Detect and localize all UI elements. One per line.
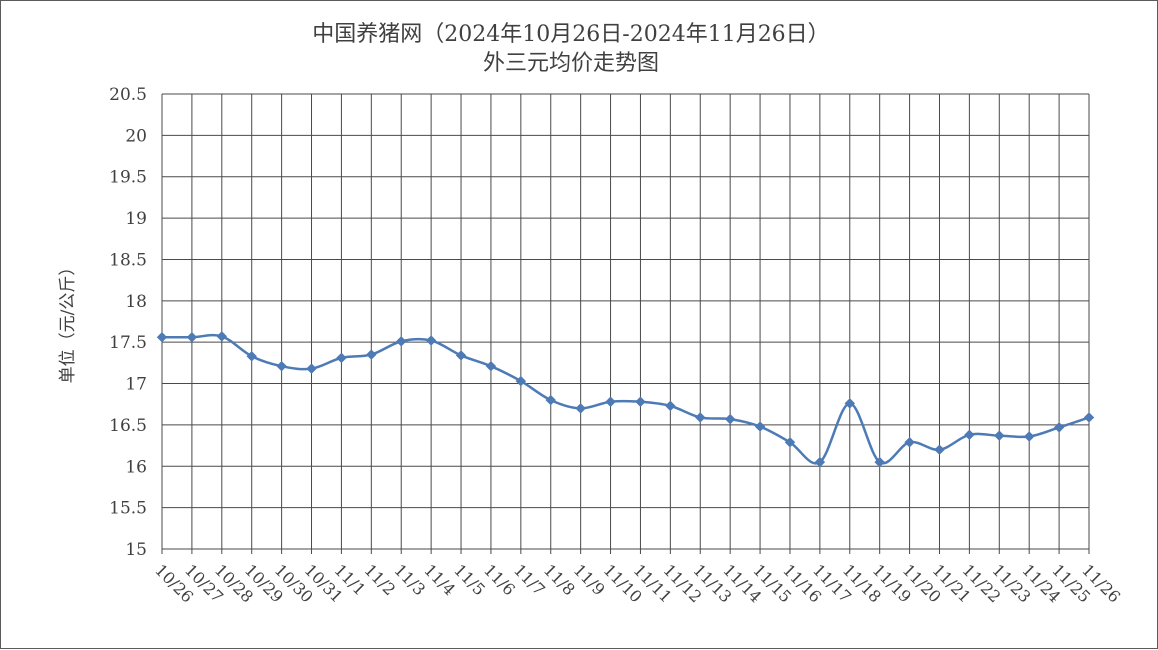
data-point-marker (575, 403, 586, 414)
y-tick-label: 17 (125, 375, 147, 395)
data-point-marker (605, 396, 616, 407)
y-tick-label: 18.5 (109, 250, 147, 270)
x-tick-label: 11/4 (420, 560, 459, 599)
data-point-marker (366, 349, 377, 360)
data-point-marker (665, 400, 676, 412)
data-point-marker (695, 412, 706, 423)
y-tick-label: 19.5 (109, 168, 147, 188)
y-tick-label: 17.5 (109, 333, 147, 353)
data-point-marker (425, 335, 437, 346)
x-axis-tick-labels: 10/2610/2710/2810/2910/3010/3111/111/211… (151, 560, 1124, 606)
data-point-marker (515, 375, 527, 387)
y-axis-label: 单位（元/公斤） (58, 259, 78, 384)
y-tick-label: 16.5 (109, 416, 147, 436)
x-tick-label: 11/2 (360, 560, 399, 599)
chart-title: 中国养猪网（2024年10月26日-2024年11月26日） (312, 22, 829, 47)
data-point-marker (545, 394, 556, 406)
data-point-marker (904, 437, 915, 448)
y-tick-label: 15.5 (109, 499, 147, 519)
data-point-marker (396, 336, 407, 347)
y-axis-tick-labels: 15 15.5 16 16.5 17 17.5 18 18.5 19 19.5 20 20.5 (109, 85, 147, 560)
data-point-marker (994, 430, 1005, 441)
data-point-marker (724, 413, 736, 425)
data-point-marker (455, 350, 467, 361)
x-tick-label: 11/8 (540, 560, 579, 599)
series-line (161, 333, 1090, 465)
data-point-marker (306, 363, 317, 374)
data-point-marker (874, 456, 885, 468)
x-tick-label: 11/9 (570, 560, 609, 599)
y-tick-label: 20 (125, 126, 147, 146)
data-point-marker (156, 332, 168, 343)
data-point-marker (216, 331, 228, 342)
y-tick-label: 15 (125, 540, 147, 560)
y-tick-label: 18 (125, 292, 147, 312)
x-tick-label: 11/5 (450, 560, 489, 599)
data-point-marker (844, 398, 855, 409)
chart-subtitle: 外三元均价走势图 (483, 51, 659, 76)
data-point-marker (934, 444, 945, 455)
data-point-marker (485, 360, 497, 372)
data-point-marker (635, 396, 646, 407)
data-point-marker (784, 437, 796, 448)
x-tick-label: 11/3 (390, 560, 429, 599)
data-point-marker (1053, 422, 1065, 433)
data-point-marker (276, 360, 287, 372)
grid-lines (161, 93, 1090, 554)
data-point-marker (754, 421, 766, 432)
data-point-marker (246, 351, 257, 362)
x-tick-label: 11/6 (480, 560, 519, 599)
data-point-marker (814, 456, 826, 468)
series-group (156, 331, 1095, 468)
y-tick-label: 16 (125, 457, 147, 477)
data-point-marker (186, 332, 198, 343)
data-point-marker (1083, 412, 1095, 423)
x-tick-label: 11/7 (510, 560, 549, 599)
data-point-marker (964, 429, 975, 441)
y-tick-label: 19 (125, 209, 147, 229)
data-point-marker (1023, 431, 1035, 442)
data-point-marker (336, 352, 347, 364)
y-tick-label: 20.5 (109, 85, 147, 105)
